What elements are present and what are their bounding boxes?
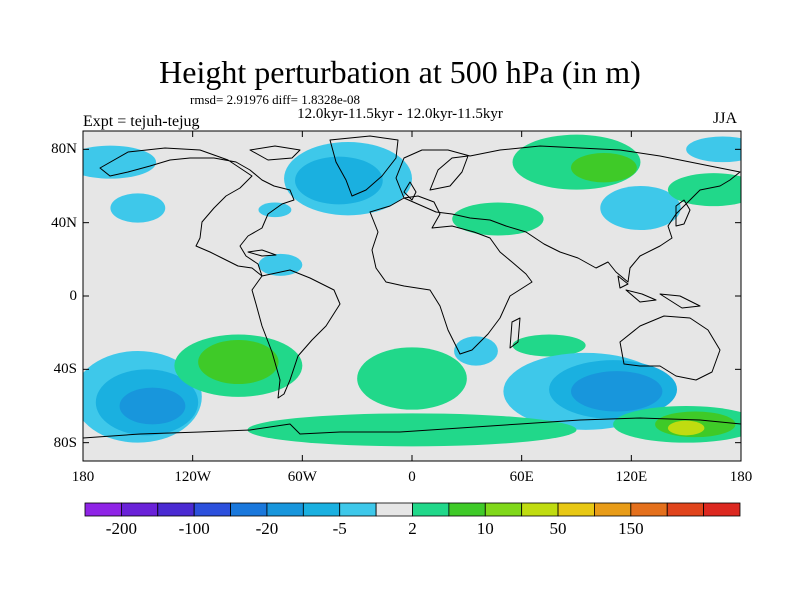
colorbar-label: -100	[178, 519, 210, 538]
coast-south-america	[251, 269, 341, 399]
colorbar-boxes	[84, 502, 741, 517]
colorbar-swatch	[630, 502, 668, 517]
anomaly-region-2	[258, 202, 292, 218]
coast-australia	[619, 315, 721, 381]
colorbar-swatch	[594, 502, 632, 517]
anomaly-region-25	[667, 420, 705, 436]
season-label: JJA	[713, 110, 738, 127]
anomaly-region-19	[512, 334, 586, 357]
anomaly-region-9	[600, 186, 681, 230]
coast-japan	[675, 199, 691, 227]
colorbar-label: -200	[105, 519, 137, 538]
lon-tick-label: 120W	[174, 469, 211, 485]
coast-north-america	[99, 147, 295, 277]
colorbar-swatch	[521, 502, 559, 517]
colorbar-swatch	[557, 502, 595, 517]
colorbar-swatch	[193, 502, 231, 517]
colorbar-swatch	[448, 502, 486, 517]
anomaly-region-22	[571, 371, 663, 412]
colorbar-swatch	[84, 502, 122, 517]
perturbation-field	[83, 134, 741, 447]
anomaly-region-8	[571, 153, 637, 183]
anomaly-region-17	[357, 347, 467, 410]
colorbar-label: 2	[408, 519, 417, 538]
lon-tick-label: 120E	[615, 469, 648, 485]
colorbar-label: 50	[549, 519, 567, 538]
coast-madagascar	[509, 317, 521, 349]
colorbar-swatch	[302, 502, 341, 517]
colorbar-swatch	[339, 502, 377, 517]
colorbar-label: -20	[255, 519, 279, 538]
lon-tick-label: 180	[729, 469, 753, 485]
colorbar-swatch	[230, 502, 268, 517]
anomaly-region-11	[667, 173, 741, 207]
colorbar-label: -5	[332, 519, 347, 538]
lon-tick-label: 0	[408, 469, 416, 485]
lon-tick-label: 180	[71, 469, 95, 485]
colorbar-swatch	[703, 502, 741, 517]
colorbar-swatch	[412, 502, 450, 517]
coast-indonesia	[617, 275, 701, 309]
coastlines	[83, 135, 741, 461]
lat-tick-label: 40N	[51, 214, 77, 231]
lat-tick-label: 40S	[53, 361, 77, 378]
colorbar-swatch	[266, 502, 304, 517]
coast-uk	[403, 181, 417, 201]
coast-arctic-islands	[249, 145, 301, 161]
coast-africa	[369, 195, 533, 355]
coast-eurasia	[395, 145, 741, 283]
stats-text: rmsd= 2.91976 diff= 1.8328e-08	[190, 92, 361, 107]
anomaly-region-18	[454, 336, 498, 366]
coast-scandinavia	[429, 155, 469, 191]
coast-cuba	[247, 249, 277, 257]
colorbar-swatch	[484, 502, 523, 517]
colorbar-label: 10	[476, 519, 494, 538]
anomaly-region-16	[198, 340, 279, 384]
anomaly-region-1	[110, 193, 166, 223]
experiment-label: Expt = tejuh-tejug	[83, 113, 200, 130]
axis-ticks	[82, 131, 742, 461]
lat-tick-label: 80S	[53, 434, 77, 451]
anomaly-region-14	[119, 387, 186, 425]
anomaly-region-6	[452, 202, 544, 236]
lon-tick-label: 60W	[287, 469, 317, 485]
anomaly-region-0	[83, 145, 157, 179]
colorbar-swatch	[120, 502, 159, 517]
plot-title: Height perturbation at 500 hPa (in m)	[159, 54, 641, 90]
colorbar-swatch	[375, 502, 413, 517]
period-text: 12.0kyr-11.5kyr - 12.0kyr-11.5kyr	[297, 106, 503, 122]
anomaly-region-10	[686, 136, 741, 163]
lon-tick-label: 60E	[509, 469, 534, 485]
anomaly-region-26	[247, 413, 577, 447]
coast-greenland	[329, 135, 399, 197]
colorbar-swatch	[666, 502, 705, 517]
lat-tick-label: 80N	[51, 141, 77, 158]
colorbar-label: 150	[618, 519, 644, 538]
coast-antarctica	[83, 417, 741, 461]
colorbar-swatch	[157, 502, 195, 517]
lat-tick-label: 0	[69, 288, 78, 304]
